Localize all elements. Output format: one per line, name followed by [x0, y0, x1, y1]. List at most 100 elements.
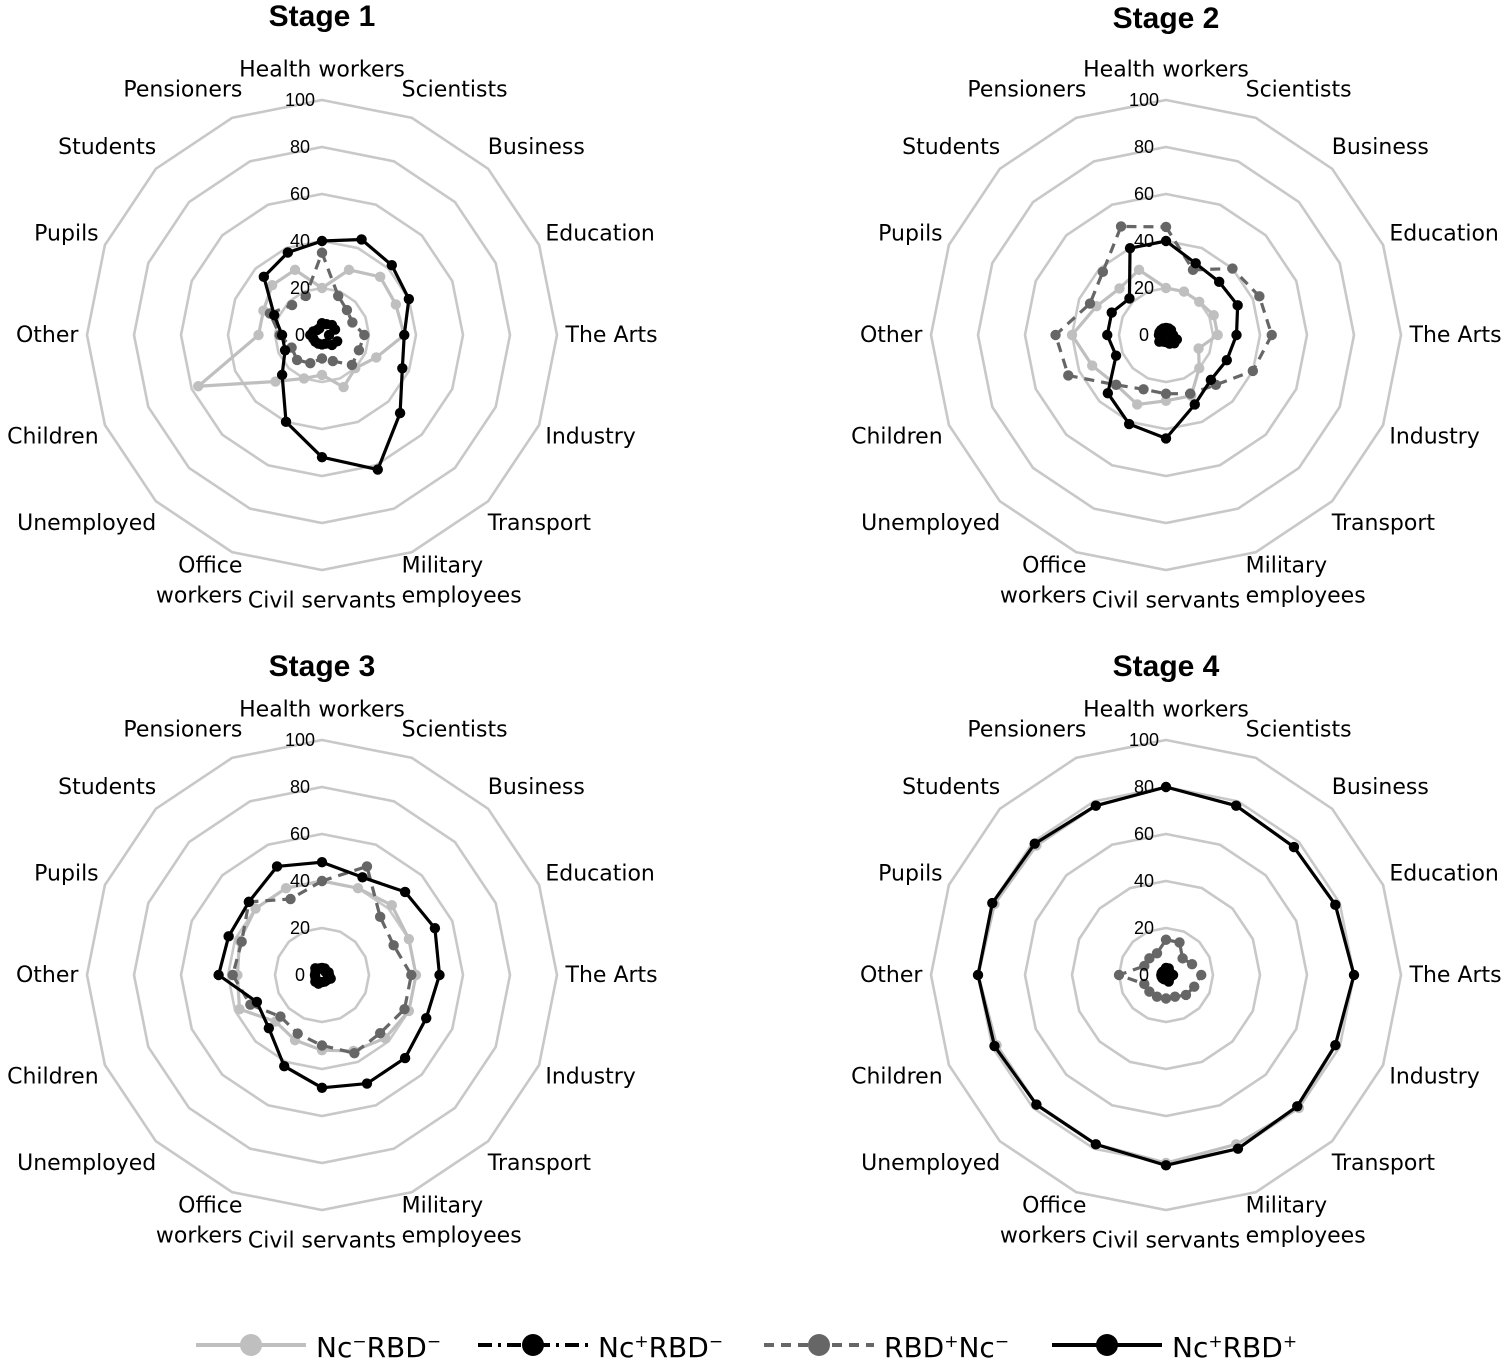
- series-rbdpos_ncneg: [227, 861, 417, 1059]
- data-point: [1190, 258, 1201, 269]
- data-point: [1189, 399, 1200, 410]
- data-point: [250, 903, 261, 914]
- data-point: [1194, 363, 1205, 374]
- category-label: Industry: [545, 1065, 636, 1090]
- data-point: [1178, 286, 1190, 297]
- category-label: workers: [1000, 1223, 1087, 1248]
- data-point: [1212, 329, 1223, 341]
- category-label: Industry: [1389, 425, 1480, 450]
- radial-tick-label: 80: [290, 137, 310, 157]
- category-label: Scientists: [402, 718, 508, 743]
- radar-grid: [929, 98, 1403, 572]
- data-point: [1144, 986, 1155, 997]
- grid-ring-20: [1117, 926, 1215, 1024]
- category-label: employees: [402, 1223, 522, 1248]
- data-point: [193, 381, 204, 392]
- radar-grid: [85, 98, 559, 572]
- legend-label-part: −: [995, 1332, 1009, 1352]
- radial-tick-label: 40: [1134, 871, 1154, 891]
- category-label: Pupils: [34, 221, 98, 246]
- radial-tick-label: 100: [285, 90, 315, 110]
- series-ncneg_rbdneg: [1066, 264, 1223, 410]
- data-point: [327, 355, 338, 367]
- data-point: [338, 381, 349, 393]
- legend-label-part: −: [352, 1332, 366, 1352]
- data-point: [1110, 379, 1122, 391]
- legend-item-rbdpos_ncneg: RBD+Nc−: [764, 1331, 1009, 1364]
- data-point: [357, 872, 368, 883]
- data-point: [316, 235, 328, 247]
- data-point: [332, 290, 344, 302]
- data-point: [1124, 242, 1136, 254]
- category-label: Students: [58, 775, 156, 800]
- data-point: [1123, 418, 1135, 430]
- series-ncpos_rbdneg: [305, 318, 343, 351]
- legend-label-part: −: [427, 1332, 441, 1352]
- panel-title: Stage 3: [269, 650, 376, 683]
- category-label: Health workers: [1083, 57, 1249, 82]
- data-point: [397, 363, 408, 374]
- radial-tick-label: 20: [290, 918, 310, 938]
- data-point: [314, 963, 325, 974]
- data-point: [1330, 1039, 1341, 1051]
- data-point: [1231, 329, 1242, 341]
- data-point: [1208, 310, 1219, 321]
- data-point: [1205, 374, 1217, 386]
- legend-label-part: RBD: [1223, 1331, 1283, 1364]
- data-point: [374, 911, 386, 923]
- data-point: [371, 352, 382, 363]
- data-point: [270, 376, 281, 387]
- data-point: [1160, 282, 1172, 294]
- data-point: [1102, 329, 1113, 341]
- category-label: Unemployed: [861, 1151, 1000, 1176]
- radial-tick-label: 20: [1134, 918, 1154, 938]
- data-point: [972, 969, 984, 981]
- data-point: [279, 1060, 290, 1072]
- data-point: [280, 882, 292, 894]
- data-point: [269, 310, 280, 321]
- data-point: [1169, 991, 1181, 1002]
- category-label: Industry: [545, 425, 636, 450]
- radial-tick-label: 20: [1134, 278, 1154, 298]
- legend-label-part: Nc: [958, 1331, 994, 1364]
- legend-label-part: Nc: [598, 1331, 634, 1364]
- data-point: [361, 861, 373, 872]
- data-point: [374, 1027, 386, 1039]
- series-rbdpos_ncneg: [1113, 934, 1207, 1004]
- data-point: [1151, 991, 1163, 1002]
- data-point: [1160, 781, 1172, 793]
- series-ncpos_rbdpos: [258, 234, 415, 475]
- radial-tick-label: 60: [1134, 824, 1154, 844]
- legend-label-part: RBD: [649, 1331, 709, 1364]
- data-point: [253, 329, 264, 341]
- category-label: Pensioners: [123, 718, 242, 743]
- category-label: Office: [178, 1193, 242, 1218]
- panel-title: Stage 4: [1113, 650, 1220, 683]
- legend-label-part: Nc: [316, 1331, 352, 1364]
- data-point: [372, 464, 383, 475]
- legend-label-part: +: [1283, 1332, 1297, 1352]
- category-label: Unemployed: [17, 511, 156, 536]
- radial-tick-label: 60: [290, 824, 310, 844]
- category-label: Students: [902, 775, 1000, 800]
- data-point: [280, 416, 292, 428]
- category-label: workers: [156, 1223, 243, 1248]
- data-point: [1102, 387, 1114, 399]
- legend-label-part: +: [944, 1332, 958, 1352]
- data-point: [1288, 841, 1300, 853]
- grid-ring-60: [1023, 832, 1309, 1118]
- data-point: [1086, 360, 1098, 371]
- data-point: [356, 234, 367, 245]
- category-label: Unemployed: [17, 1151, 156, 1176]
- category-label: employees: [1246, 583, 1366, 608]
- series-ncpos_rbdneg: [309, 962, 336, 989]
- data-point: [1194, 296, 1205, 307]
- legend-label: Nc−RBD−: [316, 1331, 441, 1364]
- data-point: [1247, 365, 1259, 377]
- radial-tick-label: 60: [1134, 184, 1154, 204]
- legend-marker: [522, 1334, 544, 1356]
- data-point: [1106, 307, 1117, 318]
- grid-ring-100: [929, 738, 1403, 1212]
- category-label: Other: [860, 963, 923, 988]
- series-ncpos_rbdpos: [213, 857, 445, 1094]
